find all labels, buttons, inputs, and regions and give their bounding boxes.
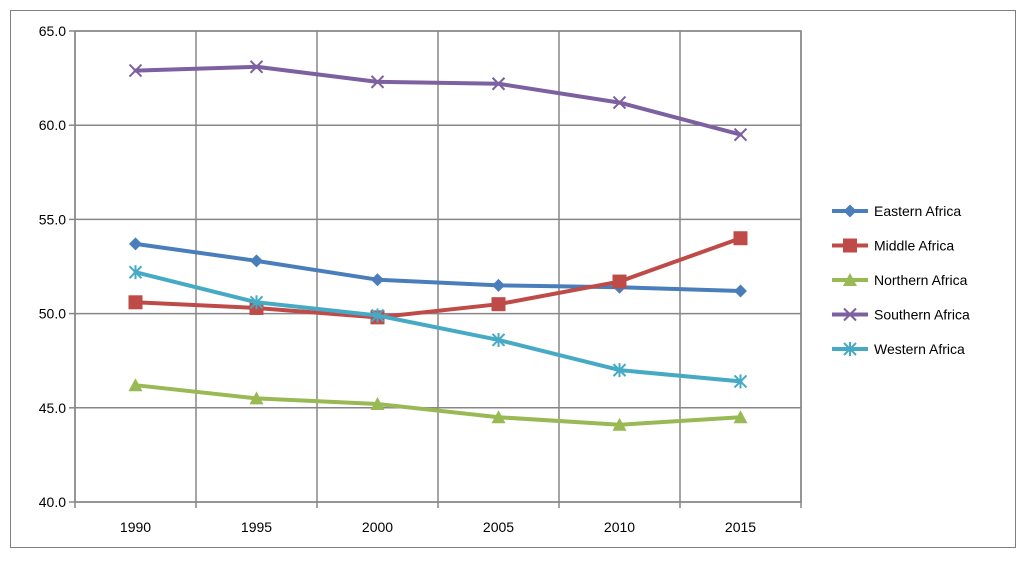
data-point-southern-africa — [612, 95, 627, 110]
data-point-northern-africa — [370, 397, 385, 411]
series-line-western-africa — [133, 270, 743, 384]
data-point-middle-africa — [128, 295, 143, 310]
data-point-southern-africa — [733, 127, 748, 142]
data-point-western-africa — [491, 332, 506, 347]
data-point-western-africa — [612, 363, 627, 378]
data-point-southern-africa — [370, 75, 385, 89]
series-line-southern-africa — [133, 64, 743, 137]
data-point-eastern-africa — [250, 254, 263, 268]
x-tick-label: 1995 — [241, 519, 272, 535]
x-tick-label: 2005 — [483, 519, 514, 535]
x-tick-label: 2000 — [362, 519, 393, 535]
data-point-eastern-africa — [492, 278, 505, 292]
data-point-southern-africa — [491, 77, 506, 91]
legend-marker-western-africa — [843, 342, 857, 356]
data-point-middle-africa — [491, 297, 506, 312]
legend-label-northern-africa: Northern Africa — [874, 272, 968, 288]
legend-marker-eastern-africa — [843, 204, 857, 218]
data-point-southern-africa — [128, 63, 143, 78]
series-line-eastern-africa — [133, 241, 743, 293]
y-tick-label: 60.0 — [39, 117, 66, 133]
data-point-northern-africa — [733, 410, 748, 424]
data-point-northern-africa — [491, 410, 506, 424]
legend-label-middle-africa: Middle Africa — [874, 238, 954, 254]
x-tick-label: 1990 — [120, 519, 151, 535]
legend-marker-southern-africa — [843, 307, 857, 322]
data-point-eastern-africa — [734, 284, 747, 298]
data-point-middle-africa — [612, 274, 627, 289]
data-point-western-africa — [249, 295, 264, 310]
data-point-northern-africa — [128, 378, 143, 392]
legend-label-western-africa: Western Africa — [874, 341, 965, 357]
data-point-northern-africa — [249, 391, 264, 405]
data-point-middle-africa — [733, 231, 748, 246]
y-tick-label: 55.0 — [39, 211, 66, 227]
y-tick-label: 50.0 — [39, 306, 66, 322]
data-point-western-africa — [128, 265, 143, 280]
data-point-eastern-africa — [371, 273, 384, 287]
data-point-western-africa — [370, 308, 385, 323]
plot-area-border — [74, 30, 802, 503]
legend-label-southern-africa: Southern Africa — [874, 307, 970, 323]
legend-marker-middle-africa — [843, 238, 857, 253]
x-tick-label: 2010 — [604, 519, 635, 535]
legend-marker-northern-africa — [843, 273, 857, 286]
y-tick-label: 65.0 — [39, 23, 66, 39]
x-tick-label: 2015 — [725, 519, 756, 535]
y-tick-label: 40.0 — [39, 494, 66, 510]
data-point-northern-africa — [612, 417, 627, 431]
series-line-middle-africa — [133, 236, 743, 320]
y-tick-label: 45.0 — [39, 400, 66, 416]
series-line-northern-africa — [133, 383, 743, 427]
data-point-eastern-africa — [129, 237, 142, 251]
data-point-western-africa — [733, 374, 748, 389]
data-point-southern-africa — [249, 60, 264, 74]
legend-label-eastern-africa: Eastern Africa — [874, 203, 961, 219]
